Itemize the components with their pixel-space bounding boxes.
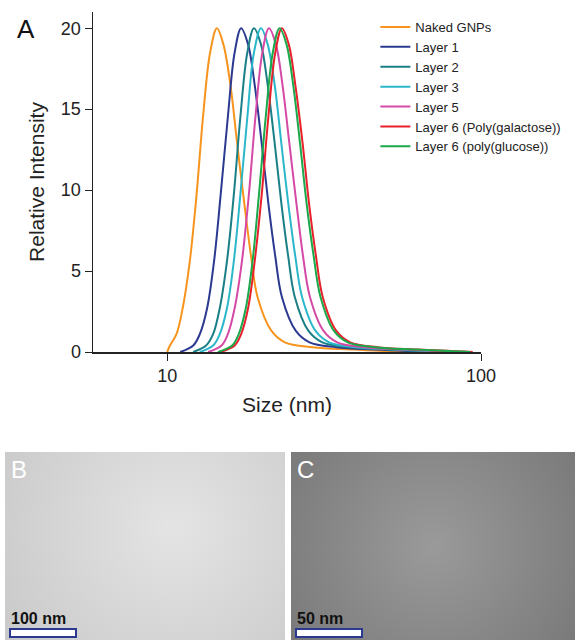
svg-text:Layer 6 (poly(glucose)): Layer 6 (poly(glucose)) — [415, 139, 548, 154]
html-text:C: C — [297, 456, 315, 483]
svg-text:20: 20 — [61, 18, 81, 38]
html-text:50 nm: 50 nm — [297, 610, 344, 627]
svg-text:Naked GNPs: Naked GNPs — [415, 20, 491, 35]
svg-text:0: 0 — [71, 342, 81, 362]
svg-text:Size (nm): Size (nm) — [242, 393, 332, 416]
svg-text:Relative Intensity: Relative Intensity — [25, 102, 48, 262]
svg-text:5: 5 — [71, 261, 81, 281]
svg-text:Layer 5: Layer 5 — [415, 100, 458, 115]
svg-text:10: 10 — [61, 180, 81, 200]
svg-text:Layer 1: Layer 1 — [415, 40, 458, 55]
svg-text:A: A — [17, 14, 35, 44]
svg-text:15: 15 — [61, 99, 81, 119]
svg-text:100: 100 — [466, 366, 496, 386]
svg-text:10: 10 — [157, 366, 177, 386]
html-text:B: B — [11, 456, 27, 483]
html-text:100 nm: 100 nm — [11, 610, 67, 627]
svg-text:Layer 3: Layer 3 — [415, 80, 458, 95]
svg-text:Layer 6 (Poly(galactose)): Layer 6 (Poly(galactose)) — [415, 120, 560, 135]
svg-text:Layer 2: Layer 2 — [415, 60, 458, 75]
